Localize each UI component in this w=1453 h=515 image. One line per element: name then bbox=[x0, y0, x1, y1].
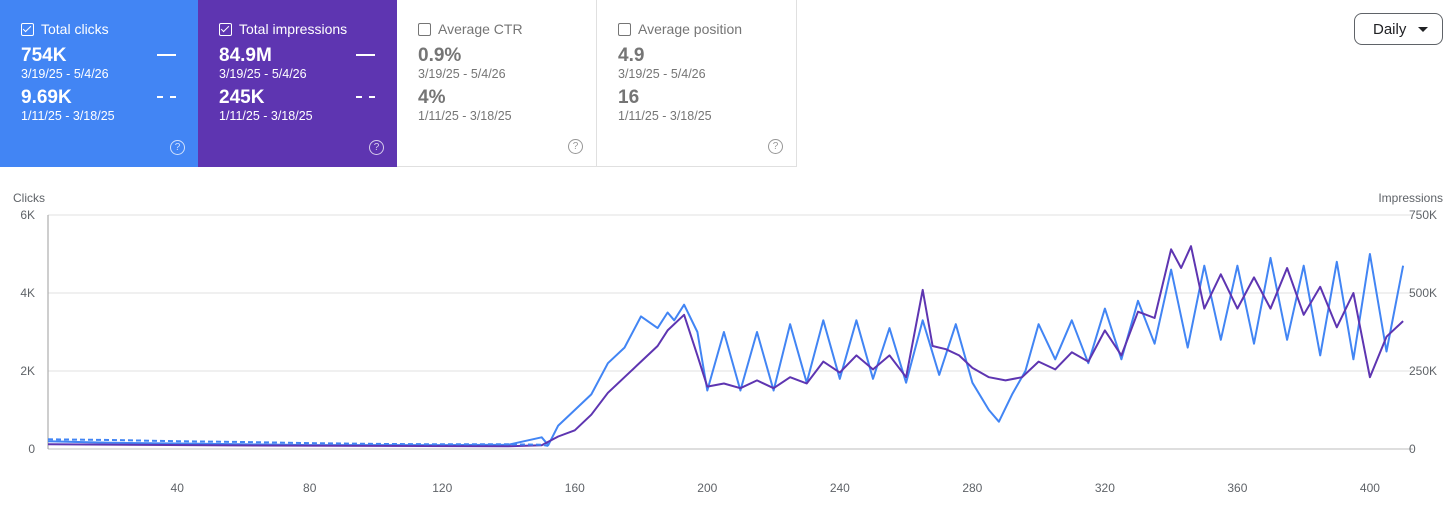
checkbox-checked-icon[interactable] bbox=[219, 22, 232, 36]
left-axis-tick-label: 4K bbox=[20, 286, 35, 300]
right-axis-tick-labels: 0 250K 500K 750K bbox=[1409, 208, 1437, 456]
right-axis-title: Impressions bbox=[1378, 191, 1443, 205]
total-clicks-card[interactable]: Total clicks 754K 3/19/25 - 5/4/26 9.69K… bbox=[0, 0, 198, 167]
left-axis-title: Clicks bbox=[13, 191, 45, 205]
right-axis-tick-label: 250K bbox=[1409, 364, 1437, 378]
right-axis-tick-label: 500K bbox=[1409, 286, 1437, 300]
previous-period-metric: 9.69K 1/11/25 - 3/18/25 bbox=[21, 88, 176, 124]
average-ctr-previous-value: 4% bbox=[418, 87, 446, 108]
current-period-metric: 0.9% 3/19/25 - 5/4/26 bbox=[418, 46, 574, 82]
left-axis-tick-label: 2K bbox=[20, 364, 35, 378]
dashed-line-legend-icon bbox=[356, 96, 375, 98]
help-icon[interactable]: ? bbox=[568, 139, 583, 154]
impressions-line bbox=[47, 245, 1404, 448]
metric-cards: Total clicks 754K 3/19/25 - 5/4/26 9.69K… bbox=[0, 0, 797, 167]
chart-series bbox=[47, 245, 1405, 448]
dashed-line-legend-icon bbox=[157, 96, 176, 98]
total-clicks-current-value: 754K bbox=[21, 45, 67, 66]
checkbox-checked-icon[interactable] bbox=[21, 22, 34, 36]
current-date-range: 3/19/25 - 5/4/26 bbox=[21, 67, 109, 81]
average-position-header[interactable]: Average position bbox=[618, 20, 774, 38]
total-clicks-header[interactable]: Total clicks bbox=[21, 20, 176, 38]
granularity-selected-value: Daily bbox=[1373, 20, 1407, 38]
average-position-label: Average position bbox=[638, 21, 743, 37]
left-axis-tick-labels: 0 2K 4K 6K bbox=[20, 208, 35, 456]
x-axis-tick-label: 200 bbox=[697, 481, 717, 495]
average-ctr-card[interactable]: Average CTR 0.9% 3/19/25 - 5/4/26 4% 1/1… bbox=[397, 0, 597, 167]
previous-clicks-line bbox=[47, 438, 549, 447]
total-impressions-current-value: 84.9M bbox=[219, 45, 272, 66]
current-date-range: 3/19/25 - 5/4/26 bbox=[219, 67, 307, 81]
total-impressions-label: Total impressions bbox=[239, 21, 348, 37]
x-axis-tick-label: 80 bbox=[303, 481, 317, 495]
previous-date-range: 1/11/25 - 3/18/25 bbox=[21, 109, 115, 123]
checkbox-unchecked-icon[interactable] bbox=[418, 22, 431, 36]
total-clicks-previous-value: 9.69K bbox=[21, 87, 72, 108]
chart-gridlines bbox=[48, 214, 1413, 450]
previous-date-range: 1/11/25 - 3/18/25 bbox=[418, 109, 512, 123]
current-period-metric: 84.9M 3/19/25 - 5/4/26 bbox=[219, 46, 375, 82]
average-position-card[interactable]: Average position 4.9 3/19/25 - 5/4/26 16… bbox=[597, 0, 797, 167]
x-axis-tick-label: 40 bbox=[171, 481, 185, 495]
average-ctr-header[interactable]: Average CTR bbox=[418, 20, 574, 38]
previous-date-range: 1/11/25 - 3/18/25 bbox=[618, 109, 712, 123]
x-axis-tick-label: 280 bbox=[962, 481, 982, 495]
help-icon[interactable]: ? bbox=[768, 139, 783, 154]
x-axis-tick-label: 400 bbox=[1360, 481, 1380, 495]
previous-period-metric: 245K 1/11/25 - 3/18/25 bbox=[219, 88, 375, 124]
current-date-range: 3/19/25 - 5/4/26 bbox=[618, 67, 706, 81]
right-axis-tick-label: 0 bbox=[1409, 442, 1416, 456]
average-position-current-value: 4.9 bbox=[618, 45, 645, 66]
x-axis-tick-label: 240 bbox=[830, 481, 850, 495]
granularity-dropdown[interactable]: Daily bbox=[1354, 13, 1443, 45]
x-axis-tick-label: 120 bbox=[432, 481, 452, 495]
average-position-previous-value: 16 bbox=[618, 87, 640, 108]
total-impressions-previous-value: 245K bbox=[219, 87, 265, 108]
help-icon[interactable]: ? bbox=[170, 140, 185, 155]
total-clicks-label: Total clicks bbox=[41, 21, 109, 37]
solid-line-legend-icon bbox=[356, 54, 375, 56]
current-date-range: 3/19/25 - 5/4/26 bbox=[418, 67, 506, 81]
total-impressions-header[interactable]: Total impressions bbox=[219, 20, 375, 38]
x-axis-tick-label: 160 bbox=[565, 481, 585, 495]
total-impressions-card[interactable]: Total impressions 84.9M 3/19/25 - 5/4/26… bbox=[198, 0, 397, 167]
average-ctr-label: Average CTR bbox=[438, 21, 523, 37]
caret-down-icon bbox=[1418, 27, 1428, 32]
x-axis-tick-label: 320 bbox=[1095, 481, 1115, 495]
left-axis-tick-label: 0 bbox=[28, 442, 35, 456]
checkbox-unchecked-icon[interactable] bbox=[618, 22, 631, 36]
x-axis-tick-label: 360 bbox=[1227, 481, 1247, 495]
previous-period-metric: 4% 1/11/25 - 3/18/25 bbox=[418, 88, 574, 124]
current-period-metric: 754K 3/19/25 - 5/4/26 bbox=[21, 46, 176, 82]
solid-line-legend-icon bbox=[157, 54, 176, 56]
help-icon[interactable]: ? bbox=[369, 140, 384, 155]
right-axis-tick-label: 750K bbox=[1409, 208, 1437, 222]
average-ctr-current-value: 0.9% bbox=[418, 45, 462, 66]
left-axis-tick-label: 6K bbox=[20, 208, 35, 222]
previous-date-range: 1/11/25 - 3/18/25 bbox=[219, 109, 313, 123]
current-period-metric: 4.9 3/19/25 - 5/4/26 bbox=[618, 46, 774, 82]
clicks-line bbox=[47, 253, 1405, 447]
x-axis-tick-labels: 40 80 120 160 200 240 280 320 360 400 bbox=[171, 481, 1381, 495]
previous-period-metric: 16 1/11/25 - 3/18/25 bbox=[618, 88, 774, 124]
